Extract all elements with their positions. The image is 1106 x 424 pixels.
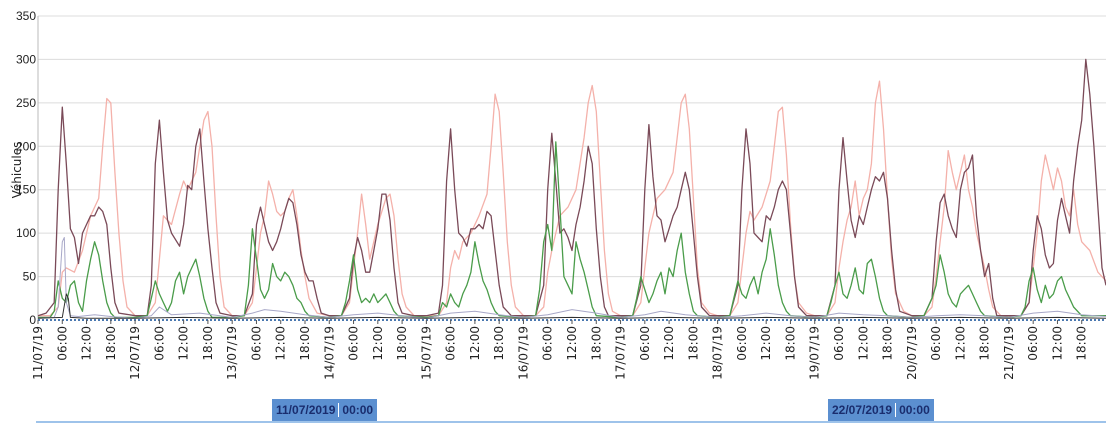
- x-tick-label: 18:00: [298, 326, 312, 361]
- range-end-time: 00:00: [895, 403, 930, 417]
- x-axis-ticks: 11/07/19 06:00 12:00 18:00 12/07/19 06:00 12:0…: [31, 320, 1089, 380]
- x-tick-label: 12:00: [662, 326, 676, 361]
- x-tick-label: 06:00: [444, 326, 458, 361]
- series-line-3: [38, 141, 1106, 319]
- x-tick-label: 06:00: [735, 326, 749, 361]
- x-tick-label: 06:00: [347, 326, 361, 361]
- x-tick-label: 17/07/19: [614, 326, 628, 380]
- y-axis-ticks: 0 50 100 150 200 250 300 350: [16, 9, 36, 327]
- x-tick-label: 14/07/19: [322, 326, 336, 380]
- x-tick-label: 12:00: [856, 326, 870, 361]
- x-tick-label: 06:00: [541, 326, 555, 361]
- x-tick-label: 18:00: [589, 326, 603, 361]
- range-start-date: 11/07/2019: [276, 403, 336, 417]
- x-tick-label: 06:00: [638, 326, 652, 361]
- x-tick-label: 12:00: [565, 326, 579, 361]
- x-tick-label: 21/07/19: [1002, 326, 1016, 380]
- x-tick-label: 06:00: [55, 326, 69, 361]
- x-tick-label: 06:00: [152, 326, 166, 361]
- x-tick-label: 18/07/19: [711, 326, 725, 380]
- y-tick-label: 150: [16, 183, 36, 197]
- x-tick-label: 12:00: [371, 326, 385, 361]
- x-tick-label: 18:00: [881, 326, 895, 361]
- x-tick-label: 18:00: [201, 326, 215, 361]
- x-tick-label: 18:00: [1075, 326, 1089, 361]
- y-tick-label: 200: [16, 139, 36, 153]
- x-tick-label: 18:00: [978, 326, 992, 361]
- range-end-label[interactable]: 22/07/2019 00:00: [828, 399, 934, 421]
- y-tick-label: 250: [16, 96, 36, 110]
- x-tick-label: 12:00: [274, 326, 288, 361]
- x-tick-label: 18:00: [492, 326, 506, 361]
- x-tick-label: 18:00: [784, 326, 798, 361]
- range-end-date: 22/07/2019: [832, 403, 893, 417]
- range-selector-track[interactable]: [36, 421, 1106, 423]
- x-tick-label: 12:00: [468, 326, 482, 361]
- x-tick-label: 06:00: [250, 326, 264, 361]
- y-tick-label: 350: [16, 9, 36, 23]
- series-line-5: [37, 293, 1106, 319]
- range-start-label[interactable]: 11/07/2019 00:00: [272, 399, 378, 421]
- x-tick-label: 18:00: [104, 326, 118, 361]
- x-tick-label: 18:00: [395, 326, 409, 361]
- gridlines: [37, 15, 1106, 320]
- series-lines: [37, 58, 1106, 319]
- series-line-4: [37, 237, 1106, 319]
- x-tick-label: 19/07/19: [808, 326, 822, 380]
- x-tick-label: 12:00: [177, 326, 191, 361]
- x-tick-label: 06:00: [832, 326, 846, 361]
- x-tick-label: 13/07/19: [225, 326, 239, 380]
- x-tick-label: 12:00: [759, 326, 773, 361]
- x-tick-label: 06:00: [1026, 326, 1040, 361]
- y-tick-label: 0: [29, 313, 36, 327]
- y-axis-label: Véhicules: [10, 142, 24, 199]
- x-tick-label: 20/07/19: [905, 326, 919, 380]
- y-tick-label: 300: [16, 52, 36, 66]
- series-line-2: [37, 58, 1106, 317]
- y-tick-label: 50: [23, 270, 37, 284]
- x-tick-label: 12:00: [953, 326, 967, 361]
- x-tick-label: 11/07/19: [31, 326, 45, 380]
- x-tick-label: 06:00: [929, 326, 943, 361]
- x-tick-label: 12:00: [1051, 326, 1065, 361]
- x-tick-label: 12/07/19: [128, 326, 142, 380]
- x-tick-label: 15/07/19: [419, 326, 433, 380]
- x-tick-label: 16/07/19: [517, 326, 531, 380]
- x-tick-label: 12:00: [80, 326, 94, 361]
- x-tick-label: 18:00: [686, 326, 700, 361]
- range-start-time: 00:00: [338, 403, 374, 417]
- y-tick-label: 100: [16, 226, 36, 240]
